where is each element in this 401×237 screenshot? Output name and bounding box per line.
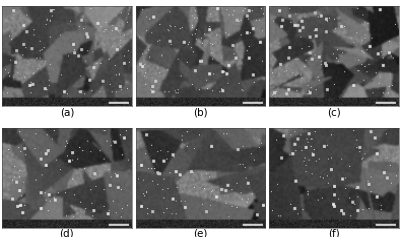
X-axis label: (c): (c) (327, 107, 341, 117)
X-axis label: (a): (a) (60, 107, 74, 117)
X-axis label: (e): (e) (193, 229, 208, 237)
X-axis label: (d): (d) (60, 229, 74, 237)
X-axis label: (f): (f) (328, 229, 340, 237)
X-axis label: (b): (b) (193, 107, 208, 117)
